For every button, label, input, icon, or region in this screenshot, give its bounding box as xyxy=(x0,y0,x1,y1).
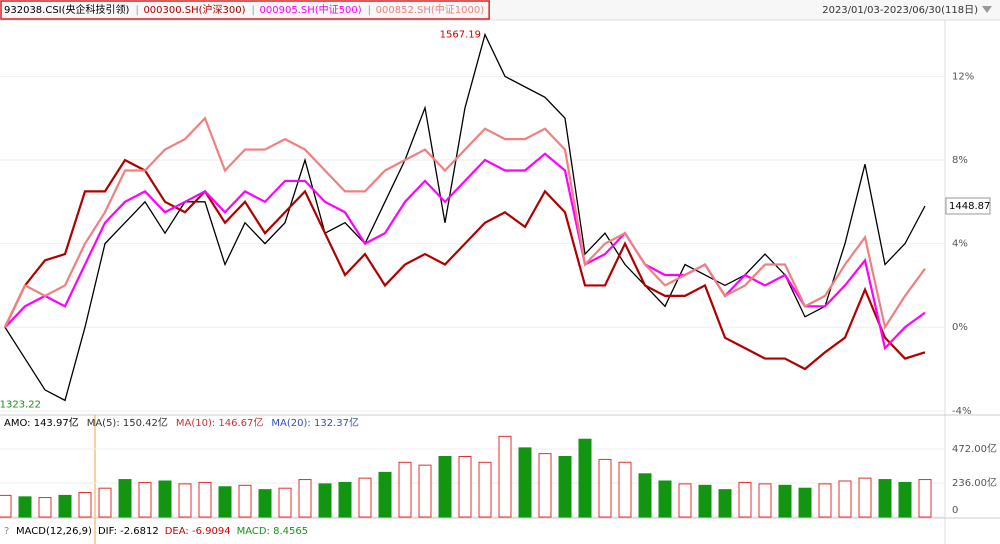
volume-bar xyxy=(738,481,752,518)
series-line xyxy=(4,158,926,371)
help-icon: ? xyxy=(4,526,9,537)
volume-bar xyxy=(438,456,452,518)
indicator-label: MA(20): 132.37亿 xyxy=(271,416,359,429)
indicator-label: MA(10): 146.67亿 xyxy=(176,416,264,429)
volume-bar xyxy=(178,483,192,518)
series-line xyxy=(4,116,926,331)
indicator-label: MACD: 8.4565 xyxy=(237,526,309,537)
volume-bar xyxy=(918,479,932,518)
legend-separator: | xyxy=(368,5,371,16)
y-tick-label: 236.00亿 xyxy=(952,476,997,489)
y-tick-label: 12% xyxy=(952,71,974,82)
volume-bar xyxy=(558,456,572,518)
volume-bar xyxy=(858,477,872,518)
legend-entry: 000300.SH(沪深300) xyxy=(143,3,245,16)
volume-bar xyxy=(298,479,312,518)
volume-bar xyxy=(378,471,392,518)
legend-separator: | xyxy=(135,5,138,16)
legend-entry: 000852.SH(中证1000) xyxy=(376,3,485,16)
volume-bar xyxy=(778,484,792,518)
indicator-label: MACD(12,26,9) xyxy=(16,526,92,537)
volume-bar xyxy=(538,453,552,518)
volume-bar xyxy=(258,489,272,518)
y-tick-label: 4% xyxy=(952,239,968,250)
volume-bar xyxy=(698,484,712,518)
volume-bar xyxy=(458,456,472,518)
volume-bar xyxy=(658,480,672,518)
dropdown-arrow[interactable] xyxy=(982,6,992,13)
volume-bar xyxy=(198,481,212,518)
trough-label: 1323.22 xyxy=(0,399,41,410)
volume-bar xyxy=(318,483,332,518)
volume-bar xyxy=(98,487,112,518)
volume-bar xyxy=(578,438,592,518)
last-price-box xyxy=(945,197,991,215)
volume-bar xyxy=(158,480,172,518)
volume-bar xyxy=(718,489,732,518)
volume-bar xyxy=(18,496,32,518)
volume-bar xyxy=(498,435,512,518)
legend-entry: 000905.SH(中证500) xyxy=(260,3,362,16)
volume-bar xyxy=(898,481,912,518)
volume-bar xyxy=(518,447,532,518)
volume-bar xyxy=(58,494,72,518)
volume-bar xyxy=(0,494,12,518)
y-tick-label: 8% xyxy=(952,155,968,166)
volume-bar xyxy=(118,479,132,518)
y-tick-label: 0 xyxy=(952,505,958,516)
volume-bar xyxy=(618,461,632,518)
volume-bar xyxy=(278,487,292,518)
volume-bar xyxy=(838,480,852,518)
indicator-label: AMO: 143.97亿 xyxy=(4,416,79,429)
volume-bar xyxy=(878,479,892,518)
volume-bar xyxy=(598,458,612,518)
volume-bar xyxy=(238,484,252,518)
indicator-label: DEA: -6.9094 xyxy=(165,526,231,537)
indicator-label: DIF: -2.6812 xyxy=(98,526,159,537)
volume-bar xyxy=(338,481,352,518)
volume-bar xyxy=(678,483,692,518)
series-line xyxy=(4,32,926,402)
volume-bar xyxy=(358,477,372,518)
volume-bar xyxy=(218,486,232,518)
date-range: 2023/01/03-2023/06/30(118日) xyxy=(822,5,978,16)
volume-bar xyxy=(38,497,52,518)
y-tick-label: -4% xyxy=(952,406,971,417)
indicator-label: MA(5): 150.42亿 xyxy=(87,416,168,429)
header-bar xyxy=(0,0,1000,20)
volume-bar xyxy=(478,461,492,518)
series-line xyxy=(4,152,926,351)
peak-label: 1567.19 xyxy=(440,30,481,41)
legend-box xyxy=(0,0,490,20)
volume-bar xyxy=(418,464,432,518)
volume-bar xyxy=(818,483,832,518)
legend-separator: | xyxy=(252,5,255,16)
y-tick-label: 472.00亿 xyxy=(952,442,997,455)
volume-bar xyxy=(398,461,412,518)
last-price-label: 1448.87 xyxy=(949,201,990,212)
volume-bar xyxy=(78,492,92,518)
legend-entry: 932038.CSI(央企科技引领) xyxy=(4,3,130,16)
y-tick-label: 0% xyxy=(952,322,968,333)
volume-bar xyxy=(798,487,812,518)
volume-bar xyxy=(638,473,652,518)
volume-bar xyxy=(138,481,152,518)
volume-bar xyxy=(758,483,772,518)
